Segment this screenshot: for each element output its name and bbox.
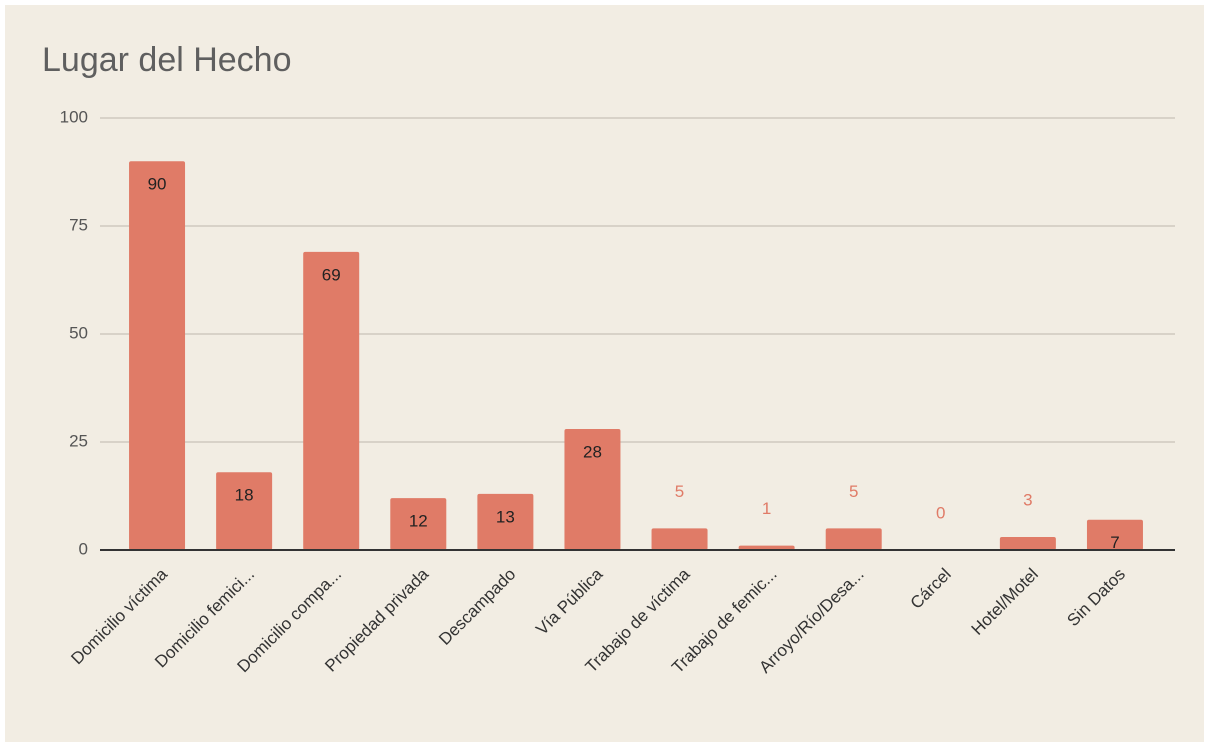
data-label: 5 (675, 482, 684, 501)
data-label: 3 (1023, 491, 1032, 510)
data-label: 13 (496, 507, 515, 526)
data-label: 28 (583, 443, 602, 462)
background (5, 5, 1204, 742)
bar (564, 429, 621, 550)
bar (651, 528, 708, 550)
y-tick-label: 100 (60, 107, 88, 126)
bar (216, 472, 273, 550)
data-label: 5 (849, 482, 858, 501)
bar (738, 545, 795, 550)
bar (390, 498, 447, 550)
y-tick-label: 50 (69, 323, 88, 342)
y-tick-label: 75 (69, 215, 88, 234)
data-label: 90 (148, 175, 167, 194)
data-label: 69 (322, 265, 341, 284)
data-label: 12 (409, 512, 428, 531)
y-tick-label: 0 (79, 539, 88, 558)
data-label: 7 (1110, 533, 1119, 552)
bar (303, 251, 360, 551)
bar (825, 528, 882, 550)
data-label: 0 (936, 503, 945, 522)
bar (1086, 519, 1143, 550)
chart-title: Lugar del Hecho (42, 41, 292, 79)
data-label: 18 (235, 486, 254, 505)
bar (477, 493, 534, 550)
data-label: 1 (762, 499, 771, 518)
y-tick-label: 25 (69, 431, 88, 450)
bar (999, 537, 1056, 550)
bar (129, 161, 186, 550)
